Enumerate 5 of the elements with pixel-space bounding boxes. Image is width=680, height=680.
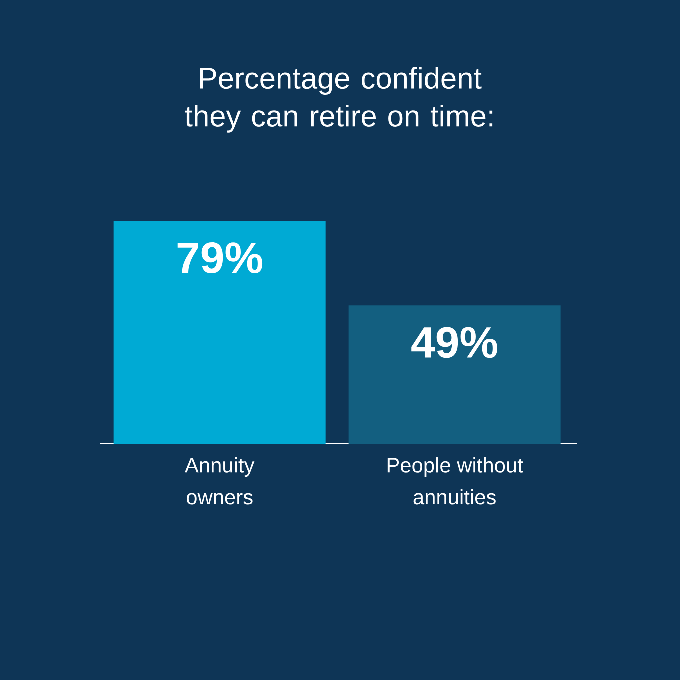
- x-tick-label: People without annuities: [388, 458, 524, 505]
- x-tick-label: Annuity owners: [185, 458, 255, 505]
- data-label: 79%: [178, 242, 263, 274]
- data-label: 49%: [412, 327, 498, 358]
- chart-title: Percentage confident they can retire on time:: [185, 67, 493, 133]
